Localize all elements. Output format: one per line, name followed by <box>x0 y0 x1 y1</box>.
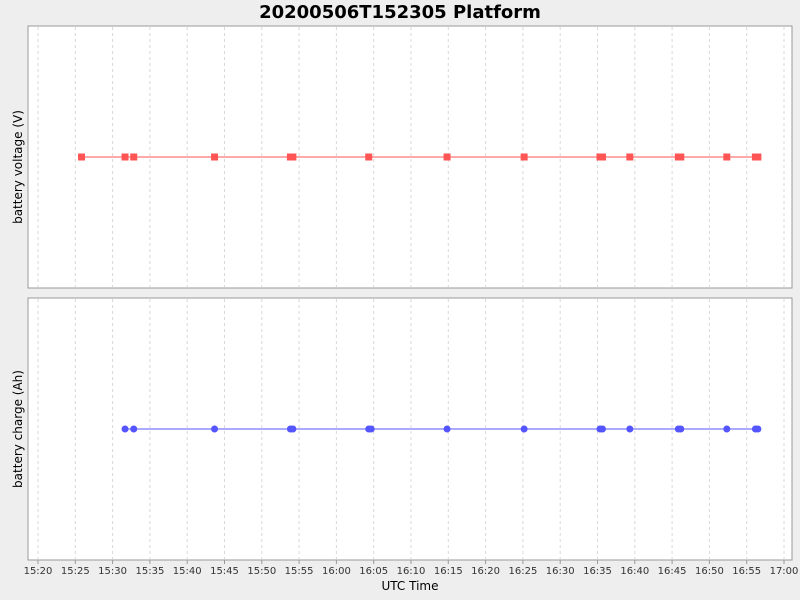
chart-title: 20200506T152305 Platform <box>259 2 541 23</box>
x-tick-label: 15:25 <box>61 566 90 577</box>
x-tick-label: 15:40 <box>173 566 202 577</box>
voltage-markers <box>78 153 762 161</box>
data-point <box>367 425 375 433</box>
x-tick-label: 16:40 <box>620 566 649 577</box>
voltage-y-axis-label: battery voltage (V) <box>11 110 25 224</box>
data-point <box>677 425 685 433</box>
x-tick-label: 16:35 <box>583 566 612 577</box>
data-point <box>289 425 297 433</box>
x-tick-label: 15:45 <box>210 566 239 577</box>
x-tick-label: 16:20 <box>471 566 500 577</box>
data-point <box>626 425 634 433</box>
x-tick-label: 16:30 <box>546 566 575 577</box>
data-point <box>443 153 451 161</box>
data-point <box>754 425 762 433</box>
data-point <box>723 425 731 433</box>
x-tick-label: 15:30 <box>98 566 127 577</box>
x-tick-label: 15:55 <box>285 566 314 577</box>
x-axis: 15:20 15:25 15:30 15:35 15:40 15:45 15:50 15:55… <box>24 559 799 577</box>
voltage-panel: battery voltage (V) <box>11 25 793 289</box>
x-tick-label: 16:25 <box>508 566 537 577</box>
x-tick-label: 16:10 <box>397 566 426 577</box>
data-point <box>121 425 129 433</box>
x-axis-label: UTC Time <box>382 579 439 593</box>
x-tick-label: 16:55 <box>732 566 761 577</box>
data-point <box>677 153 685 161</box>
x-tick-label: 15:50 <box>247 566 276 577</box>
x-tick-label: 16:15 <box>434 566 463 577</box>
data-point <box>598 425 606 433</box>
data-point <box>520 425 528 433</box>
x-tick-label: 16:05 <box>359 566 388 577</box>
data-point <box>130 425 138 433</box>
data-point <box>443 425 451 433</box>
x-tick-label: 16:50 <box>695 566 724 577</box>
data-point <box>626 153 634 161</box>
data-point <box>723 153 731 161</box>
data-point <box>130 153 138 161</box>
x-tick-label: 16:45 <box>658 566 687 577</box>
voltage-gridlines <box>37 27 785 287</box>
charge-gridlines <box>37 299 785 559</box>
data-point <box>754 153 762 161</box>
data-point <box>289 153 297 161</box>
data-point <box>78 153 86 161</box>
charge-panel: battery charge (Ah) <box>11 297 793 561</box>
x-axis-ticks: 15:20 15:25 15:30 15:35 15:40 15:45 15:50 15:55… <box>24 560 799 577</box>
data-point <box>365 153 373 161</box>
data-point <box>121 153 129 161</box>
x-tick-label: 17:00 <box>770 566 799 577</box>
charge-y-axis-label: battery charge (Ah) <box>11 370 25 488</box>
data-point <box>211 153 219 161</box>
x-tick-label: 15:20 <box>24 566 53 577</box>
data-point <box>211 425 219 433</box>
x-tick-label: 16:00 <box>322 566 351 577</box>
charge-markers <box>121 425 762 433</box>
x-tick-label: 15:35 <box>135 566 164 577</box>
data-point <box>520 153 528 161</box>
data-point <box>598 153 606 161</box>
